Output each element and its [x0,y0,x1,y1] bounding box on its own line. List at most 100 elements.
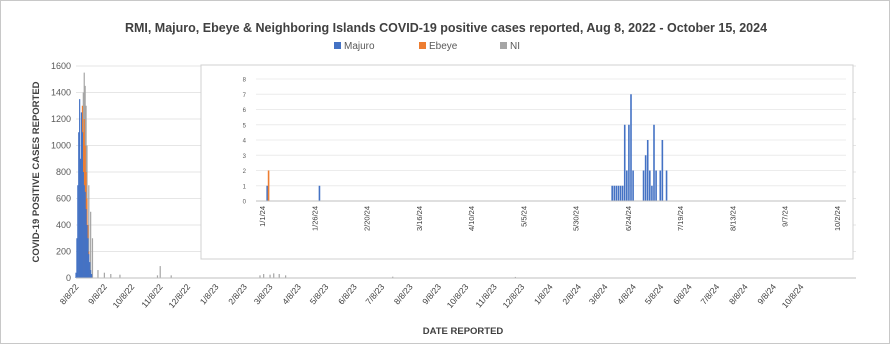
inset-bar-majuro [621,185,624,201]
inset-y-tick-label: 1 [243,184,247,190]
main-x-tick-label: 11/8/23 [473,282,499,310]
inset-y-tick-label: 2 [243,169,247,175]
bar-majuro [90,270,92,278]
inset-bar-majuro [630,94,632,201]
inset-bar-majuro [613,185,616,201]
inset-bar-majuro [615,185,618,201]
main-x-tick-label: 1/8/24 [532,282,555,307]
bar-ni [110,274,112,278]
main-x-tick-label: 9/8/22 [86,282,109,307]
main-x-tick-label: 3/8/23 [252,282,275,307]
legend-swatch-ni [500,42,507,49]
main-x-tick-label: 6/8/24 [671,282,694,307]
main-x-tick-label: 12/8/23 [500,282,526,310]
inset-bar-majuro [632,170,634,201]
bar-ni [119,274,121,278]
inset-bar-majuro [655,170,657,201]
bar-majuro [77,185,79,278]
main-y-tick-label: 1600 [51,61,71,71]
inset-x-tick-label: 6/24/24 [624,206,633,231]
main-x-tick-label: 5/8/24 [643,282,666,307]
main-x-tick-label: 2/8/24 [560,282,583,307]
chart-title: RMI, Majuro, Ebeye & Neighboring Islands… [125,21,767,35]
bar-ni [514,276,516,278]
bar-ni [97,270,99,278]
inset-x-tick-label: 5/5/24 [519,206,528,227]
legend-swatch-ebeye [419,42,426,49]
bar-majuro [86,225,88,278]
inset-x-tick-label: 10/2/24 [833,206,842,231]
inset-x-tick-label: 9/7/24 [781,206,790,227]
inset-panel [200,64,854,260]
inset-bar-majuro [659,170,662,201]
inset-y-tick-label: 4 [243,139,247,145]
inset-bar-majuro [626,170,628,201]
main-x-tick-label: 10/8/23 [445,282,471,310]
main-y-tick-label: 0 [66,273,71,283]
bar-ni [159,266,161,278]
main-x-tick-label: 10/8/22 [110,282,136,310]
legend-label-majuro: Majuro [344,41,375,52]
main-x-tick-label: 4/8/24 [615,282,638,307]
inset-bar-majuro [611,185,613,201]
bar-majuro [76,238,78,278]
inset-y-tick-label: 5 [243,123,247,129]
bar-majuro [89,262,91,278]
inset-y-tick-label: 6 [243,108,247,114]
bar-ni [90,211,92,278]
bar-ni [259,275,261,278]
inset-y-tick-label: 3 [243,154,247,160]
main-x-tick-label: 9/8/24 [755,282,778,307]
bar-ni [269,274,271,278]
inset-x-tick-label: 8/13/24 [728,206,737,231]
inset-bar-majuro [628,124,630,201]
main-x-tick-label: 2/8/23 [226,282,249,307]
inset-bar-majuro [619,185,622,201]
main-y-tick-label: 1000 [51,141,71,151]
x-axis-label: DATE REPORTED [423,326,504,337]
bar-majuro [87,238,89,278]
bar-majuro [81,132,84,278]
legend-label-ebeye: Ebeye [429,41,458,52]
inset-bar-majuro [651,185,653,201]
main-y-tick-label: 800 [56,167,71,177]
main-x-tick-label: 1/8/23 [198,282,221,307]
inset-x-tick-label: 7/19/24 [676,206,685,231]
inset-x-tick-label: 5/30/24 [572,206,581,231]
bar-majuro [88,254,90,278]
inset-bar-majuro [642,170,645,201]
main-x-tick-label: 5/8/23 [308,282,331,307]
main-bars [75,72,516,278]
main-x-tick-label: 11/8/22 [139,282,165,310]
inset-x-tick-label: 1/26/24 [310,206,319,231]
inset-x-tick-label: 3/16/24 [415,206,424,231]
bar-majuro [84,191,86,278]
bar-ni [285,275,287,278]
bar-ni [91,238,94,278]
y-axis-label: COVID-19 POSITIVE CASES REPORTED [31,81,42,262]
bar-majuro [80,112,83,278]
main-x-tick-label: 7/8/24 [698,282,721,307]
main-x-tick-label: 8/8/22 [58,282,81,307]
main-x-tick-labels: 8/8/22 9/8/22 10/8/22 11/8/22 12/8/22 1/8/23 2… [58,282,806,310]
bar-ni [392,276,394,278]
inset-bar-majuro [644,155,647,201]
bar-majuro [75,272,77,278]
inset-y-tick-labels: 0 1 2 3 4 5 6 7 8 [243,78,247,206]
inset-x-tick-labels: 1/1/24 1/26/24 2/20/24 3/16/24 4/10/24 5/5/24… [258,206,842,231]
main-y-tick-labels: 0 200 400 600 800 1000 1200 1400 1600 [51,61,71,283]
inset-bar-majuro [266,185,268,201]
bar-ni [156,275,159,278]
bar-majuro [90,274,93,278]
inset-x-tick-label: 2/20/24 [363,206,372,231]
main-y-tick-label: 400 [56,220,71,230]
inset-bar-majuro [661,140,664,201]
bar-majuro [79,158,82,278]
main-x-tick-label: 10/8/24 [780,282,806,310]
bar-ni [170,275,172,278]
inset-bar-ebeye [267,170,270,201]
bar-majuro [82,172,84,278]
main-y-tick-label: 600 [56,194,71,204]
